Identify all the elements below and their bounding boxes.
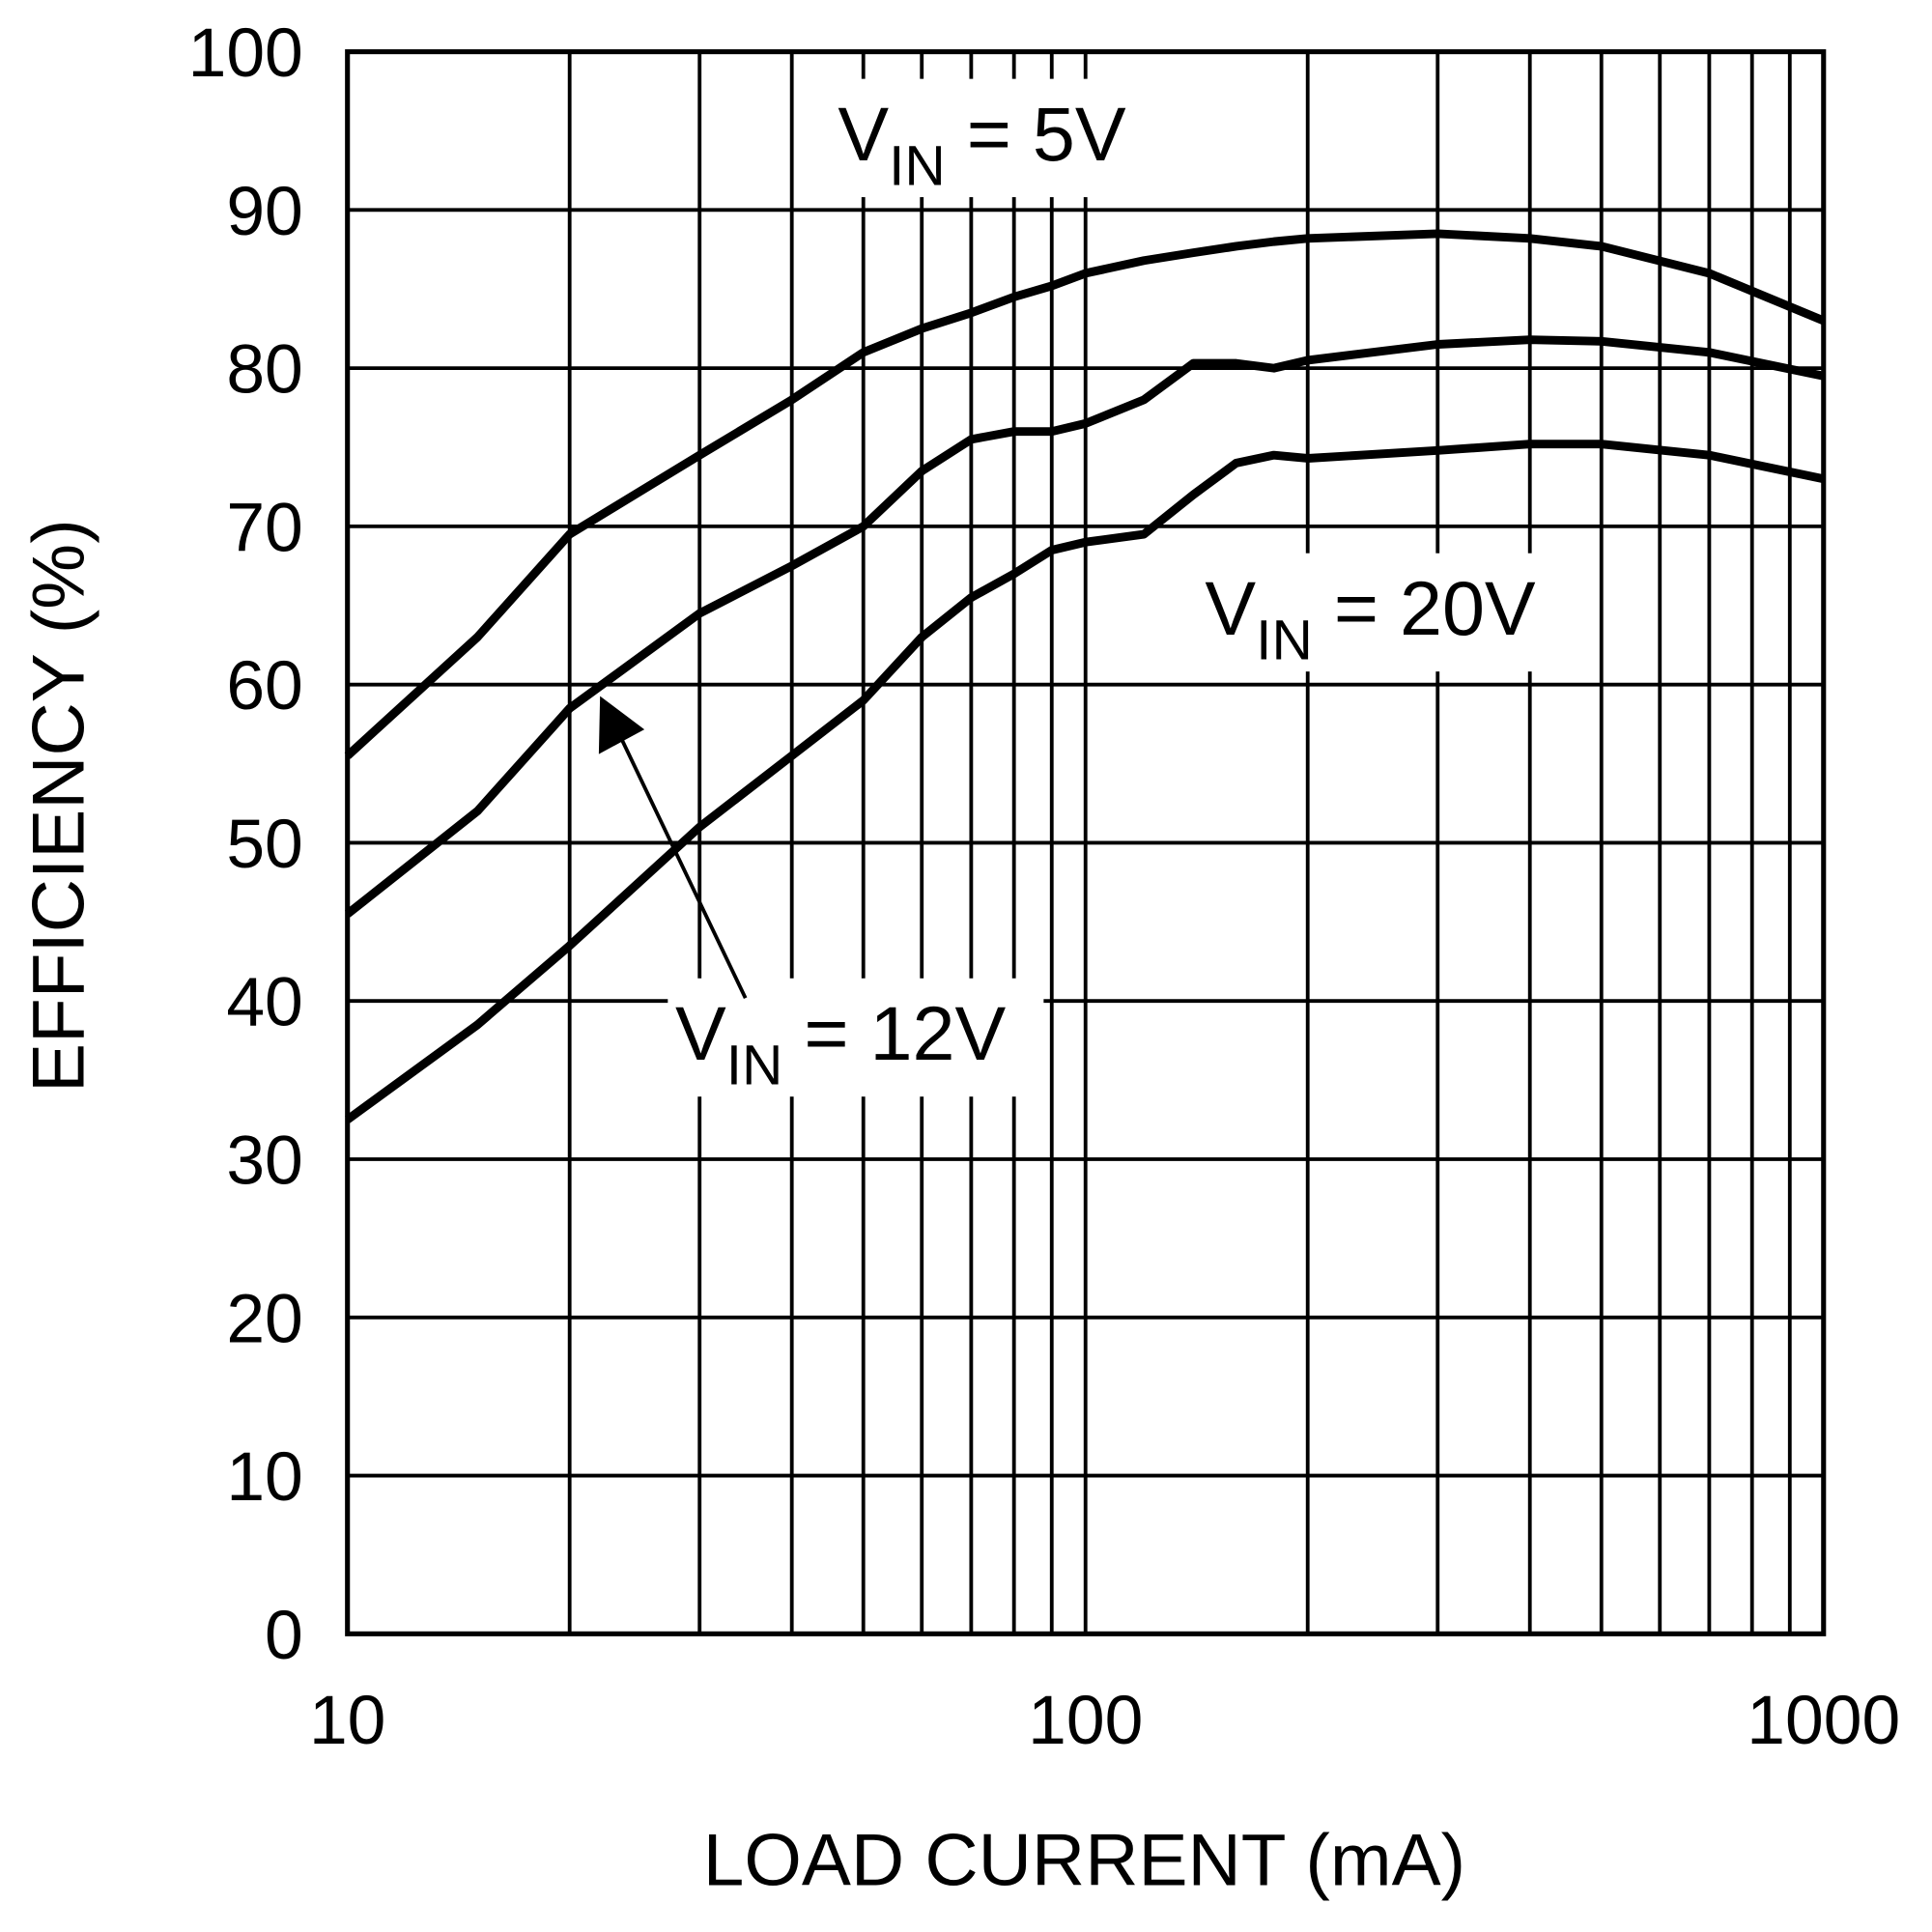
y-tick-label: 80 [226, 331, 302, 409]
annotation-main: V [675, 990, 726, 1076]
y-tick-label: 100 [188, 14, 303, 92]
annotation-rest: = 12V [782, 990, 1006, 1076]
y-tick-label: 50 [226, 806, 302, 883]
annotation: VIN = 20V [1205, 565, 1535, 672]
y-tick-label: 10 [226, 1438, 302, 1516]
annotation-sub: IN [1256, 609, 1313, 671]
annotation: VIN = 5V [838, 91, 1126, 198]
arrow-head [598, 696, 645, 754]
y-tick-label: 40 [226, 964, 302, 1041]
annotation-rest: = 5V [946, 91, 1126, 177]
annotation-bg [668, 978, 1044, 1097]
annotation-sub: IN [726, 1034, 783, 1096]
grid [345, 49, 1827, 1636]
y-tick-label: 70 [226, 489, 302, 566]
annotation-main: V [1205, 565, 1256, 651]
series-line [344, 229, 1826, 759]
plot-frame [345, 49, 1827, 1636]
y-tick-label: 30 [226, 1122, 302, 1200]
series-line [344, 335, 1825, 918]
y-tick-label: 0 [265, 1597, 303, 1674]
annotation-bg [830, 78, 1153, 198]
y-axis-label: EFFICIENCY (%) [18, 519, 100, 1093]
annotation: VIN = 12V [675, 990, 1006, 1097]
x-tick-label: 100 [1028, 1682, 1143, 1759]
y-tick-label: 60 [226, 647, 302, 724]
x-tick-label: 1000 [1747, 1682, 1900, 1759]
annotation-rest: = 20V [1313, 565, 1536, 651]
y-tick-label: 20 [226, 1280, 302, 1357]
annotation-bg [1197, 553, 1574, 672]
y-tick-label: 90 [226, 173, 302, 250]
x-tick-label: 10 [309, 1682, 385, 1759]
x-axis-label: LOAD CURRENT (mA) [703, 1820, 1465, 1902]
arrow-shaft [608, 713, 748, 999]
series-line [345, 440, 1825, 1123]
annotation-sub: IN [889, 134, 946, 197]
annotation-main: V [838, 91, 889, 177]
lines [344, 229, 1826, 1123]
